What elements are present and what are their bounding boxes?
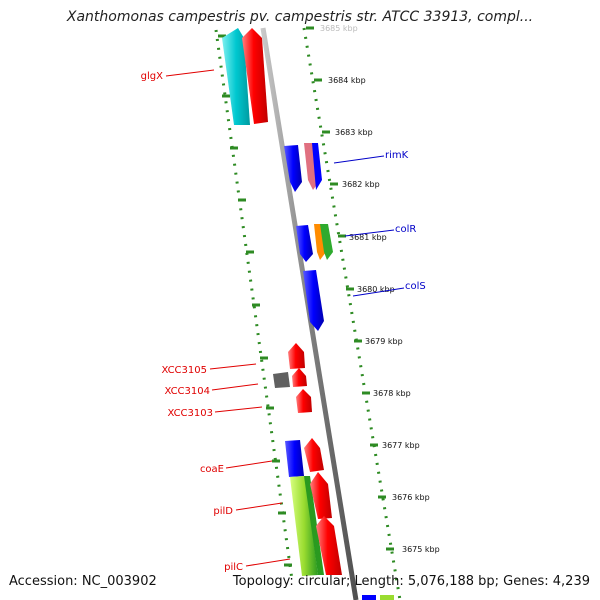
callout-rimK <box>333 155 385 164</box>
gene-label-coaE[interactable]: coaE <box>200 464 224 475</box>
callout-XCC3104 <box>211 383 259 391</box>
feature-colS[interactable] <box>303 270 324 331</box>
feature-glgX[interactable] <box>222 28 250 125</box>
feature-pilD-green-dark[interactable] <box>304 476 324 575</box>
ruler-label: 3681 kbp <box>349 233 387 242</box>
ruler-label: 3685 kbp <box>320 24 358 33</box>
map-title: Xanthomonas campestris pv. campestris st… <box>66 9 534 25</box>
callout-pilD <box>235 502 283 511</box>
feature-XCC3104-grey[interactable] <box>273 372 290 388</box>
callout-colS <box>352 287 405 297</box>
feature-colR-blue[interactable] <box>296 225 313 262</box>
feature-rimK-blue[interactable] <box>284 145 302 192</box>
gene-label-XCC3104[interactable]: XCC3104 <box>164 386 210 397</box>
gene-label-colR[interactable]: colR <box>395 224 416 235</box>
ruler-right-major-ticks <box>306 26 394 551</box>
ruler-label: 3683 kbp <box>335 128 373 137</box>
ruler-label: 3679 kbp <box>365 337 403 346</box>
gene-label-rimK[interactable]: rimK <box>385 150 409 161</box>
ruler-label: 3678 kbp <box>373 389 411 398</box>
feature-pilC[interactable] <box>316 516 342 575</box>
gene-label-colS[interactable]: colS <box>405 281 426 292</box>
gene-label-pilC[interactable]: pilC <box>224 562 243 573</box>
ruler-label: 3684 kbp <box>328 76 366 85</box>
ruler-label: 3676 kbp <box>392 493 430 502</box>
gene-label-glgX[interactable]: glgX <box>141 71 163 82</box>
feature-XCC3103[interactable] <box>296 389 312 413</box>
callout-colR <box>344 229 395 237</box>
callout-pilC <box>245 558 291 567</box>
feature-XCC3104[interactable] <box>292 368 307 387</box>
accession-text: Accession: NC_003902 <box>9 574 157 589</box>
callout-XCC3103 <box>214 406 263 413</box>
callout-XCC3105 <box>209 363 257 370</box>
feature-pilD[interactable] <box>310 472 332 519</box>
gene-label-XCC3105[interactable]: XCC3105 <box>161 365 207 376</box>
ruler-label: 3677 kbp <box>382 441 420 450</box>
gene-label-pilD[interactable]: pilD <box>213 506 233 517</box>
feature-bottom-green[interactable] <box>380 595 394 600</box>
ruler-right-track <box>302 27 402 600</box>
callout-coaE <box>225 460 273 469</box>
feature-rimK-edge[interactable] <box>312 143 322 190</box>
callout-glgX <box>165 69 215 77</box>
feature-coaE-blue[interactable] <box>285 440 304 477</box>
feature-bottom-blue[interactable] <box>362 595 376 600</box>
feature-pilD-green[interactable] <box>290 476 318 576</box>
topology-text: Topology: circular; Length: 5,076,188 bp… <box>232 574 590 589</box>
feature-colR[interactable] <box>320 224 333 260</box>
feature-coaE[interactable] <box>304 438 324 472</box>
ruler-label: 3675 kbp <box>402 545 440 554</box>
ruler-label: 3682 kbp <box>342 180 380 189</box>
gene-label-XCC3103[interactable]: XCC3103 <box>167 408 213 419</box>
ruler-left-major-ticks <box>218 34 292 567</box>
feature-glgX-partner[interactable] <box>242 28 268 124</box>
ruler-label: 3680 kbp <box>357 285 395 294</box>
feature-XCC3105[interactable] <box>288 343 305 369</box>
